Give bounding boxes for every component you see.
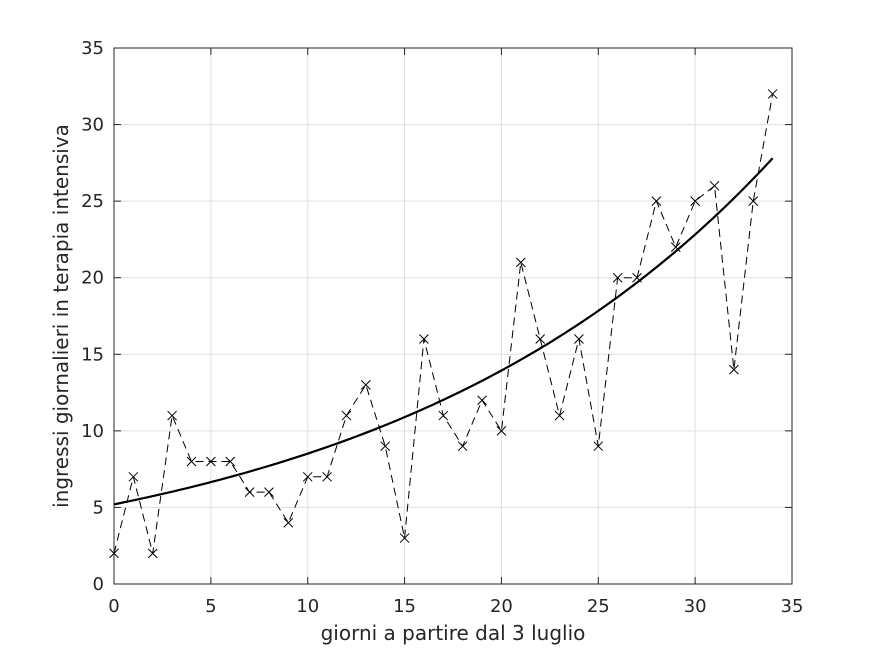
y-tick-label: 30	[81, 115, 104, 136]
observed-point-marker	[496, 426, 507, 436]
observed-point-marker	[244, 487, 255, 497]
observed-series	[109, 89, 778, 559]
x-tick-label: 30	[684, 596, 707, 617]
y-tick-label: 0	[93, 574, 104, 595]
observed-point-marker	[709, 180, 720, 191]
x-tick-label: 20	[490, 596, 513, 617]
y-tick-label: 5	[93, 497, 104, 518]
observed-point-marker	[477, 395, 487, 406]
observed-point-marker	[574, 334, 584, 344]
observed-point-marker	[612, 272, 623, 283]
observed-point-marker	[147, 548, 158, 559]
plot-frame	[113, 47, 793, 585]
observed-point-marker	[748, 196, 759, 206]
x-tick-label: 0	[108, 596, 119, 617]
observed-point-marker	[438, 410, 449, 421]
observed-point-marker	[419, 334, 429, 344]
fit-curve-line	[113, 157, 774, 506]
observed-point-marker	[670, 242, 681, 252]
observed-point-marker	[690, 196, 700, 206]
observed-point-marker	[128, 471, 139, 482]
observed-point-marker	[302, 471, 313, 482]
y-tick-label: 35	[81, 38, 104, 59]
y-axis-label: ingressi giornalieri in terapia intensiv…	[49, 124, 73, 508]
observed-point-marker	[535, 334, 546, 344]
x-tick-label: 10	[296, 596, 319, 617]
x-tick-label: 15	[393, 596, 416, 617]
observed-point-marker	[632, 272, 642, 283]
x-axis-label: giorni a partire dal 3 luglio	[321, 621, 586, 645]
x-tick-labels: 0 5 10 15 20 25 30 35	[108, 596, 803, 617]
observed-point-marker	[264, 487, 274, 497]
grid	[114, 48, 792, 584]
observed-point-marker	[225, 456, 236, 467]
observed-point-marker	[341, 410, 352, 421]
y-tick-label: 10	[81, 421, 104, 442]
observed-point-marker	[515, 257, 526, 268]
observed-point-marker	[457, 441, 468, 452]
observed-point-marker	[186, 456, 197, 467]
observed-point-marker	[767, 89, 778, 99]
observed-line	[113, 93, 774, 554]
x-tick-label: 5	[205, 596, 216, 617]
observed-point-marker	[206, 456, 216, 467]
y-tick-label: 15	[81, 344, 104, 365]
fit-curve	[113, 157, 774, 506]
observed-point-marker	[593, 441, 604, 452]
y-tick-label: 20	[81, 268, 104, 289]
observed-point-marker	[360, 380, 371, 390]
observed-point-marker	[380, 441, 391, 452]
ticks	[113, 47, 793, 585]
y-tick-labels: 0 5 10 15 20 25 30 35	[81, 38, 104, 595]
observed-point-marker	[554, 410, 565, 421]
y-tick-label: 25	[81, 191, 104, 212]
observed-point-marker	[651, 196, 662, 206]
observed-point-marker	[167, 410, 177, 421]
observed-point-marker	[283, 517, 294, 528]
x-tick-label: 35	[781, 596, 804, 617]
observed-point-marker	[729, 364, 739, 375]
observed-point-marker	[322, 471, 332, 482]
x-tick-label: 25	[587, 596, 610, 617]
observed-point-marker	[399, 533, 410, 543]
